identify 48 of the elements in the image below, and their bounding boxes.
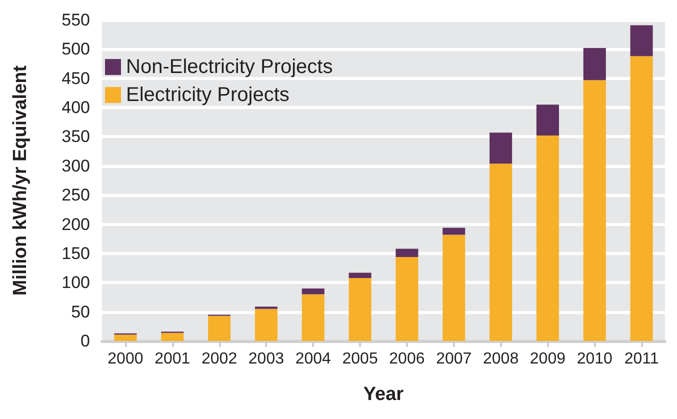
bar bbox=[348, 272, 372, 278]
x-tick-label: 2002 bbox=[201, 350, 238, 368]
bar bbox=[583, 48, 606, 80]
bar bbox=[442, 228, 466, 235]
y-tick-label: 50 bbox=[71, 302, 90, 322]
bar bbox=[302, 294, 324, 341]
x-tick-label: 2005 bbox=[342, 350, 378, 368]
x-tick-label: 2001 bbox=[154, 350, 190, 368]
bar bbox=[348, 278, 372, 341]
bar bbox=[302, 288, 324, 294]
bar bbox=[630, 25, 653, 56]
bar bbox=[161, 332, 184, 341]
y-tick-label: 550 bbox=[62, 10, 90, 30]
legend-label: Non-Electricity Projects bbox=[126, 56, 333, 78]
y-tick-label: 400 bbox=[62, 98, 90, 118]
y-tick-label: 150 bbox=[62, 244, 90, 263]
x-tick-label: 2010 bbox=[576, 350, 613, 368]
bar bbox=[114, 334, 137, 341]
x-axis-title: Year bbox=[363, 384, 404, 405]
x-tick-label: 2004 bbox=[295, 350, 332, 368]
bar bbox=[536, 104, 559, 136]
x-tick-label: 2000 bbox=[108, 350, 144, 368]
bar bbox=[396, 256, 418, 341]
bar bbox=[442, 234, 466, 341]
y-tick-label: 100 bbox=[62, 273, 90, 292]
x-tick-label: 2007 bbox=[436, 350, 472, 368]
bar bbox=[630, 56, 653, 341]
x-tick-label: 2011 bbox=[624, 350, 659, 368]
x-tick-label: 2009 bbox=[530, 350, 566, 368]
x-tick-label: 2008 bbox=[482, 350, 519, 368]
legend-label: Electricity Projects bbox=[126, 84, 290, 106]
bar bbox=[208, 316, 231, 341]
bar bbox=[536, 136, 559, 341]
bar bbox=[396, 248, 418, 257]
bar bbox=[490, 132, 512, 164]
y-tick-label: 350 bbox=[62, 127, 90, 146]
bar bbox=[583, 80, 606, 341]
y-tick-label: 0 bbox=[80, 332, 90, 350]
x-tick-label: 2006 bbox=[389, 350, 425, 368]
y-tick-label: 200 bbox=[62, 214, 90, 234]
bar bbox=[254, 308, 278, 341]
bar bbox=[490, 164, 512, 341]
x-tick-label: 2003 bbox=[248, 350, 284, 368]
y-tick-label: 300 bbox=[62, 156, 90, 176]
y-tick-label: 500 bbox=[62, 40, 90, 59]
y-tick-label: 450 bbox=[62, 68, 90, 88]
y-axis-title: Million kWh/yr Equivalent bbox=[10, 64, 31, 296]
y-tick-label: 250 bbox=[62, 186, 90, 205]
